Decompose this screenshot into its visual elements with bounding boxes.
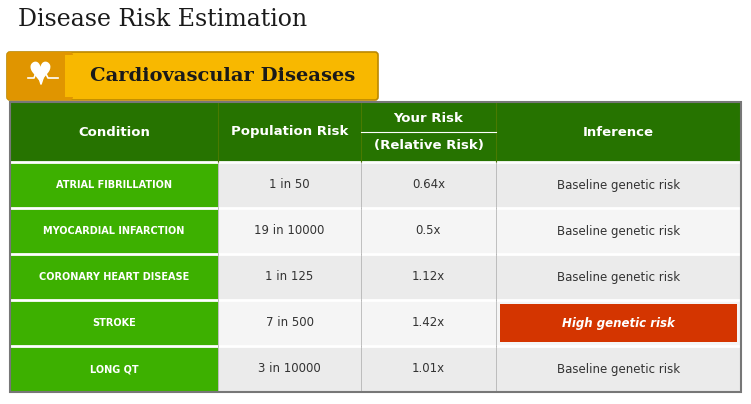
Text: Inference: Inference — [583, 126, 654, 139]
Bar — [10, 162, 741, 208]
Text: Baseline genetic risk: Baseline genetic risk — [557, 362, 680, 375]
Text: 0.5x: 0.5x — [416, 225, 442, 238]
Text: 1 in 125: 1 in 125 — [266, 271, 314, 284]
Bar — [65, 55, 75, 97]
Text: High genetic risk: High genetic risk — [562, 316, 675, 330]
Text: 0.64x: 0.64x — [412, 179, 445, 191]
Text: Baseline genetic risk: Baseline genetic risk — [557, 225, 680, 238]
Bar — [10, 346, 219, 392]
Text: (Relative Risk): (Relative Risk) — [373, 139, 484, 152]
Bar — [10, 300, 219, 346]
Bar — [10, 254, 741, 300]
Text: MYOCARDIAL INFARCTION: MYOCARDIAL INFARCTION — [44, 226, 185, 236]
Text: CORONARY HEART DISEASE: CORONARY HEART DISEASE — [39, 272, 189, 282]
Bar — [10, 102, 741, 162]
Text: 19 in 10000: 19 in 10000 — [255, 225, 324, 238]
FancyBboxPatch shape — [7, 52, 73, 100]
Text: 1.42x: 1.42x — [412, 316, 445, 330]
Text: Condition: Condition — [78, 126, 150, 139]
Text: 1.01x: 1.01x — [412, 362, 445, 375]
Text: 1 in 50: 1 in 50 — [270, 179, 310, 191]
FancyBboxPatch shape — [7, 52, 378, 100]
Bar — [10, 208, 741, 254]
Bar — [10, 300, 741, 346]
Text: 3 in 10000: 3 in 10000 — [258, 362, 321, 375]
Bar — [10, 102, 741, 392]
Text: 7 in 500: 7 in 500 — [266, 316, 314, 330]
Bar — [10, 208, 219, 254]
Text: ATRIAL FIBRILLATION: ATRIAL FIBRILLATION — [56, 180, 172, 190]
Text: Population Risk: Population Risk — [231, 126, 348, 139]
Text: Baseline genetic risk: Baseline genetic risk — [557, 271, 680, 284]
Text: Baseline genetic risk: Baseline genetic risk — [557, 179, 680, 191]
Bar — [10, 162, 219, 208]
Text: 1.12x: 1.12x — [412, 271, 445, 284]
Text: STROKE: STROKE — [92, 318, 136, 328]
Text: Disease Risk Estimation: Disease Risk Estimation — [18, 8, 307, 31]
Bar — [10, 346, 741, 392]
Bar — [500, 304, 737, 342]
Text: LONG QT: LONG QT — [90, 364, 138, 374]
Text: ♥: ♥ — [28, 60, 53, 88]
Bar — [10, 254, 219, 300]
Text: Your Risk: Your Risk — [394, 112, 463, 125]
Text: Cardiovascular Diseases: Cardiovascular Diseases — [90, 67, 355, 85]
